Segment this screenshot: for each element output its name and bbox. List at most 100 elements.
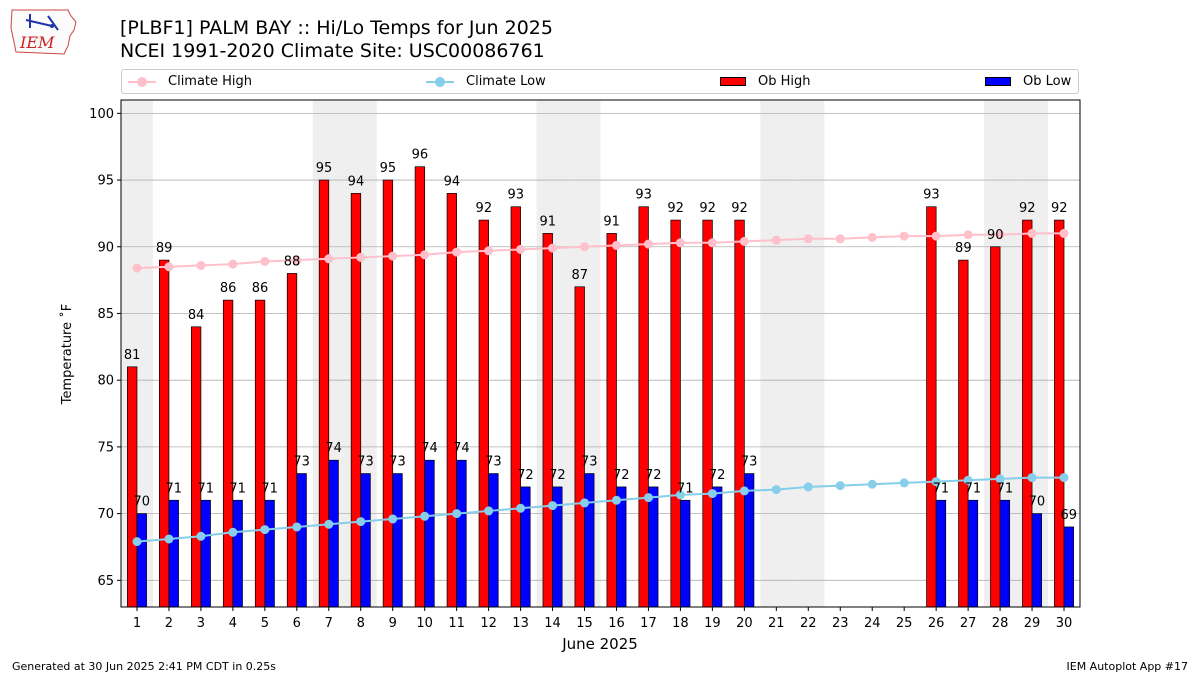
ob-low-label: 72	[645, 468, 662, 483]
climate-high-point	[899, 231, 909, 241]
ob-low-bar	[743, 473, 755, 608]
ob-high-bar	[606, 233, 617, 608]
ob-high-label: 91	[603, 214, 620, 229]
ob-high-label: 92	[1019, 201, 1036, 216]
ob-high-bar	[542, 233, 553, 608]
ob-low-bar	[264, 499, 275, 608]
ob-low-label: 71	[229, 481, 246, 496]
ob-high-bar	[478, 219, 489, 608]
ob-high-label: 91	[539, 214, 556, 229]
x-tick-label: 12	[480, 616, 497, 631]
ob-low-bar	[424, 459, 435, 608]
climate-low-point	[643, 493, 653, 503]
x-tick-label: 10	[416, 616, 433, 631]
ob-high-bar	[702, 219, 713, 608]
x-axis-label: June 2025	[561, 635, 638, 653]
climate-high-point	[580, 242, 590, 252]
ob-high-label: 95	[380, 161, 397, 176]
y-tick-label: 85	[97, 307, 114, 322]
climate-high-point	[356, 252, 366, 262]
x-tick-label: 28	[992, 616, 1009, 631]
climate-high-point	[324, 254, 334, 264]
climate-low-point	[995, 474, 1005, 484]
x-tick-label: 15	[576, 616, 593, 631]
plot-frame	[120, 99, 1081, 608]
climate-high-point	[643, 239, 653, 249]
ob-low-label: 70	[1029, 495, 1046, 510]
climate-high-point	[548, 243, 558, 253]
weekend-band	[792, 100, 825, 607]
ob-low-bar	[935, 499, 947, 608]
climate-low-point	[835, 481, 845, 491]
ob-high-label: 96	[412, 148, 429, 163]
climate-low-point	[260, 525, 270, 535]
ob-low-bar	[712, 486, 723, 608]
ob-low-label: 73	[389, 455, 406, 470]
legend-ob-low: Ob Low	[985, 70, 1071, 93]
weekend-band	[760, 100, 793, 607]
climate-high-point	[963, 230, 973, 240]
ob-low-label: 72	[549, 468, 566, 483]
ob-high-bar	[286, 273, 298, 608]
climate-low-point	[228, 527, 238, 537]
climate-low-point	[931, 477, 941, 487]
climate-low-point	[675, 490, 685, 500]
ob-low-bar	[999, 499, 1011, 608]
x-tick-label: 6	[293, 616, 301, 631]
ob-high-bar	[990, 246, 1001, 608]
weekend-band	[984, 100, 1017, 607]
climate-low-point	[1027, 473, 1037, 483]
ob-low-bar	[967, 499, 979, 608]
climate-low-point	[707, 489, 717, 499]
weekend-band	[312, 100, 345, 607]
ob-low-label: 74	[325, 441, 342, 456]
ob-high-bar	[734, 219, 745, 608]
climate-low-point	[803, 482, 813, 492]
x-tick-label: 20	[736, 616, 753, 631]
x-tick-label: 23	[832, 616, 849, 631]
climate-high-point	[611, 240, 621, 250]
ob-low-label: 71	[997, 481, 1014, 496]
climate-low-point	[548, 501, 558, 511]
ob-low-label: 71	[965, 481, 982, 496]
y-tick-label: 90	[97, 240, 114, 255]
climate-high-point	[739, 236, 749, 246]
x-tick-label: 9	[389, 616, 397, 631]
ob-low-bar	[648, 486, 659, 608]
x-tick-label: 19	[704, 616, 721, 631]
ob-low-bar	[1063, 526, 1074, 608]
climate-high-point	[516, 244, 526, 254]
x-tick-label: 24	[864, 616, 881, 631]
climate-high-point	[835, 234, 845, 244]
climate-low-point	[611, 495, 621, 505]
climate-high-point	[196, 260, 206, 270]
ob-low-label: 71	[165, 481, 182, 496]
climate-high-point	[771, 235, 781, 245]
ob-high-bar	[254, 299, 266, 608]
x-tick-label: 4	[229, 616, 237, 631]
climate-low-point	[484, 506, 494, 516]
ob-low-label: 72	[709, 468, 726, 483]
iem-logo: IEM	[10, 9, 77, 55]
weekend-band	[344, 100, 377, 607]
ob-high-label: 86	[252, 281, 269, 296]
ob-high-label: 92	[667, 201, 684, 216]
legend-label: Climate High	[168, 74, 253, 89]
ob-low-label: 71	[677, 481, 694, 496]
climate-low-point	[516, 503, 526, 513]
weekend-band	[1016, 100, 1049, 607]
ob-low-bar	[168, 499, 179, 608]
x-tick-label: 11	[448, 616, 465, 631]
ob-high-bar	[222, 299, 234, 608]
ob-low-label: 72	[613, 468, 630, 483]
climate-high-point	[388, 251, 398, 261]
ob-low-bar	[328, 459, 339, 608]
climate-high-point	[1059, 228, 1069, 238]
ob-high-label: 88	[284, 254, 301, 269]
ob-high-bar	[510, 206, 521, 608]
x-tick-label: 3	[197, 616, 205, 631]
legend-ob-high: Ob High	[720, 70, 811, 93]
ob-low-label: 73	[581, 455, 598, 470]
ob-low-bar	[360, 473, 371, 608]
ob-low-bar	[456, 459, 467, 608]
